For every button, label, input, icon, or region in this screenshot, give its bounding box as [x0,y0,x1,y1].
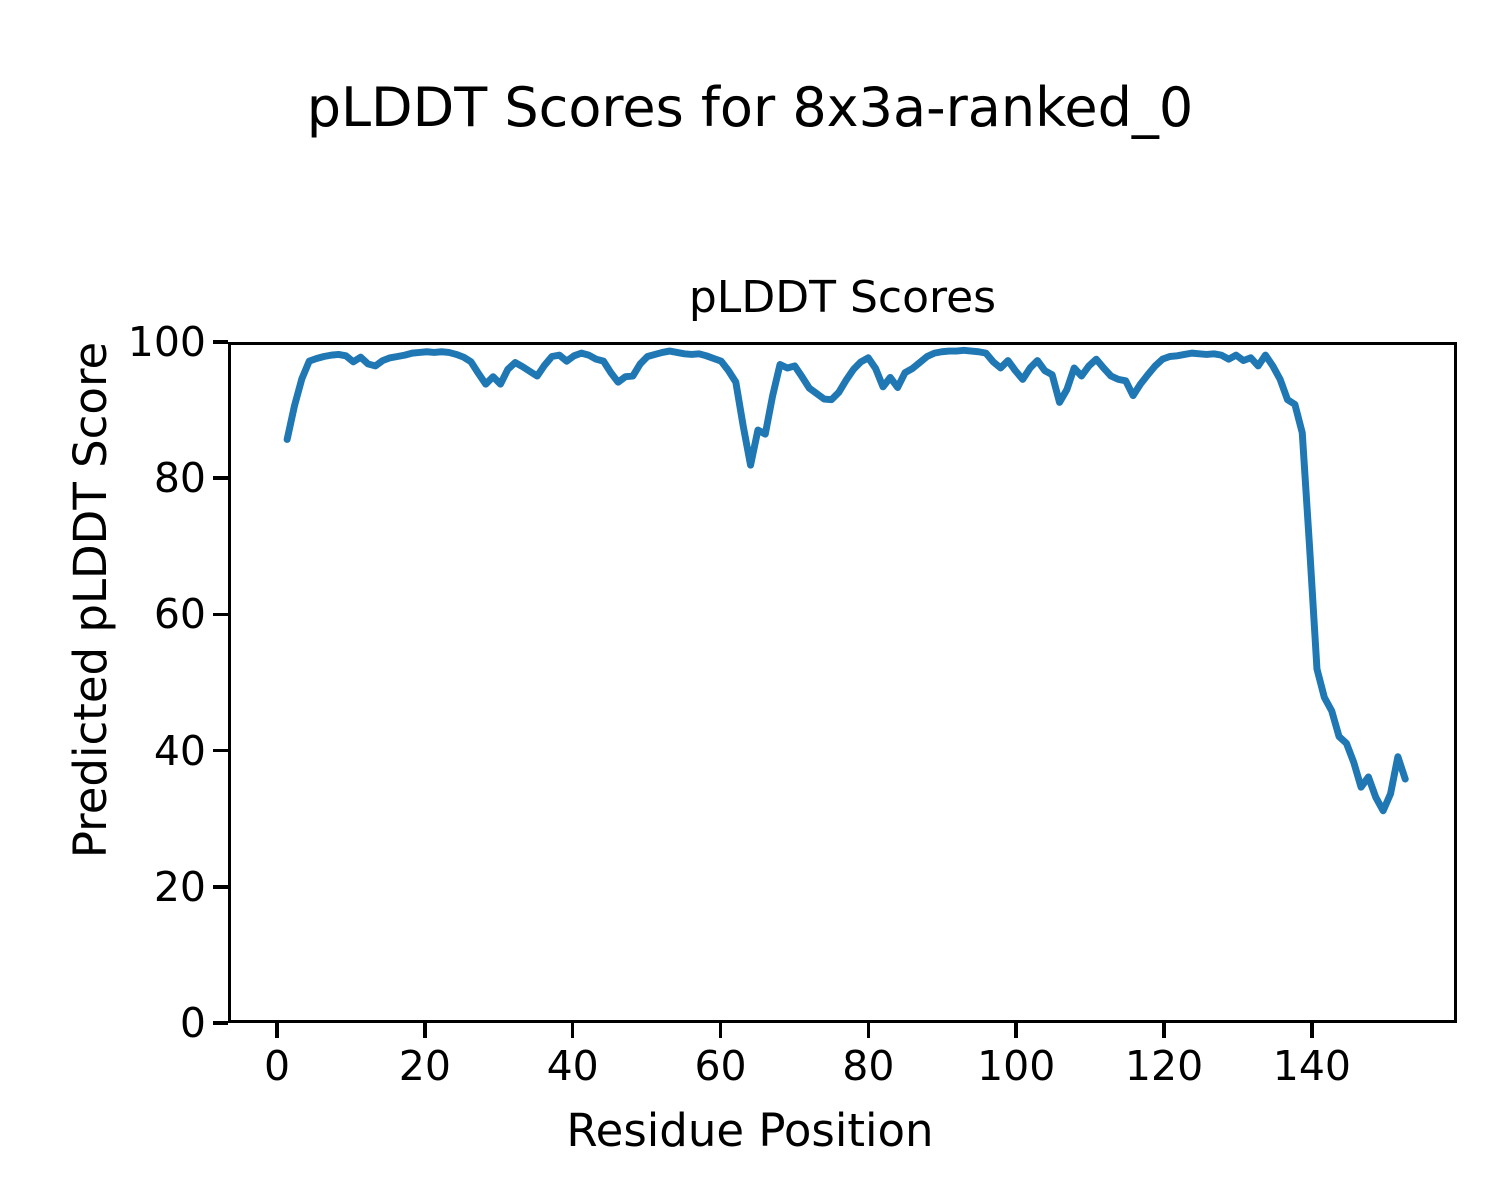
x-tick-label: 60 [694,1042,747,1090]
x-tick-mark [866,1023,871,1038]
plddt-series-line [283,346,1409,815]
y-tick-mark [213,340,228,344]
y-tick-label: 60 [153,590,206,639]
x-tick-mark [1162,1023,1166,1038]
x-tick-mark [275,1023,279,1038]
x-tick-label: 40 [546,1042,599,1090]
plot-area [228,342,1457,1023]
y-tick-label: 80 [153,454,206,503]
x-tick-label: 80 [842,1042,895,1090]
x-axis-label: Residue Position [566,1104,934,1157]
y-tick-label: 100 [127,318,206,366]
x-tick-mark [423,1023,427,1038]
x-tick-mark [1310,1023,1314,1038]
y-tick-mark [213,612,228,617]
x-tick-label: 0 [263,1042,291,1090]
axes-title: pLDDT Scores [688,272,997,323]
figure-title: pLDDT Scores for 8x3a-ranked_0 [306,76,1194,139]
x-tick-label: 120 [1124,1042,1204,1090]
y-tick-label: 20 [153,862,206,911]
y-tick-mark [213,748,228,753]
y-tick-label: 0 [179,999,206,1047]
y-tick-mark [213,476,228,480]
line-chart-canvas [283,346,1409,815]
x-tick-label: 140 [1272,1042,1352,1090]
x-tick-label: 20 [398,1042,451,1090]
x-tick-label: 100 [977,1042,1056,1090]
x-tick-mark [570,1023,575,1038]
y-tick-label: 40 [153,726,206,775]
y-tick-mark [213,1021,228,1025]
y-tick-mark [213,885,228,889]
x-tick-mark [718,1023,723,1038]
x-tick-mark [1014,1023,1018,1038]
